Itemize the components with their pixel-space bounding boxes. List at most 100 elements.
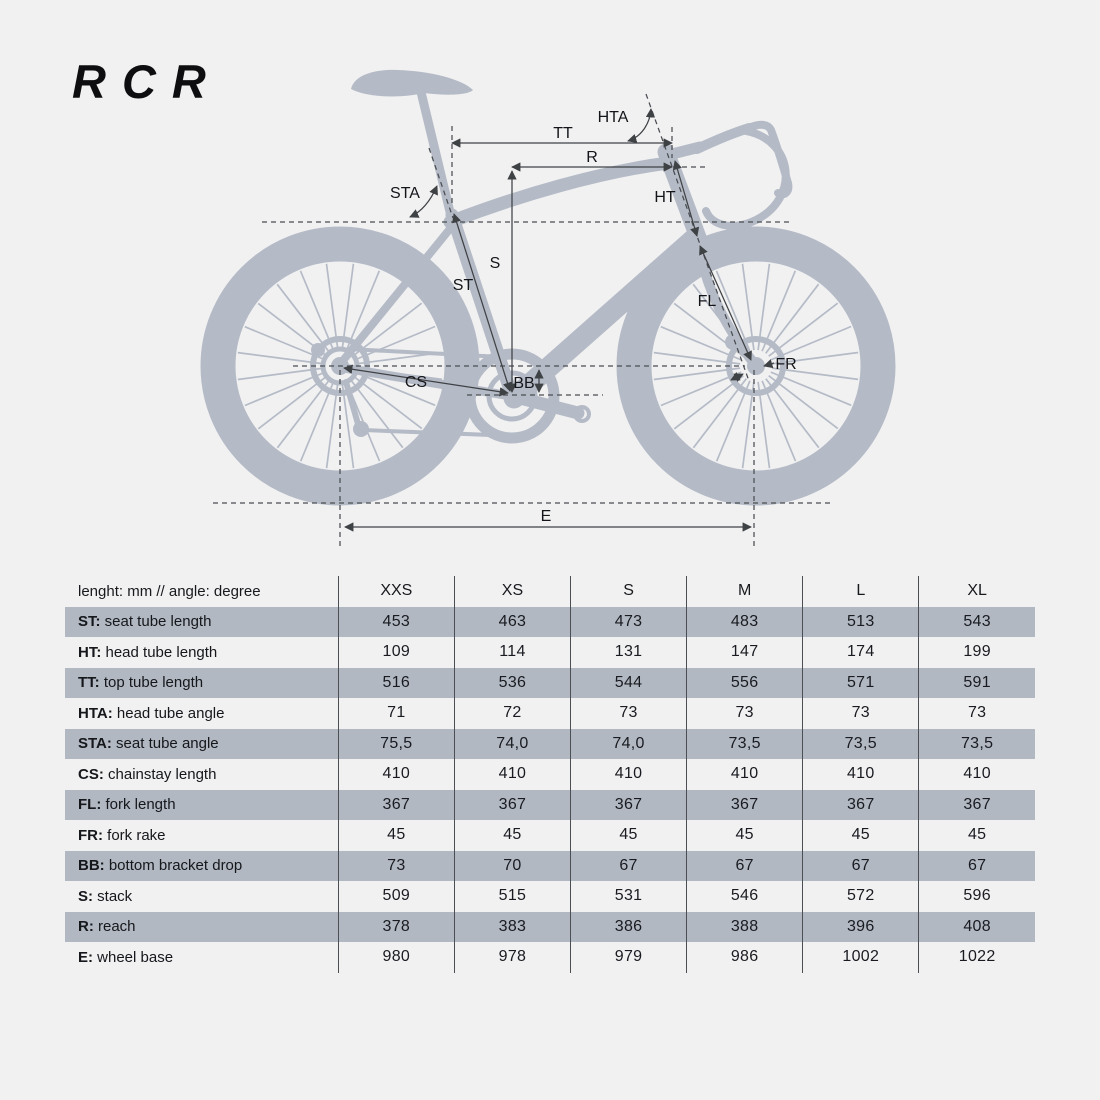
value-cell: 483 [686,606,803,637]
value-cell: 410 [453,759,571,790]
label-fork-length: FL [698,293,717,310]
size-header: XL [918,576,1035,607]
row-label: TT: top tube length [65,667,339,698]
row-description: top tube length [99,674,204,692]
value-cell: 513 [802,606,919,637]
label-seat-tube: ST [453,277,474,294]
value-cell: 410 [918,759,1035,790]
size-header: L [802,576,919,607]
geometry-diagram: HTA TT R STA HT S ST FL FR BB CS E [200,69,896,546]
value-cell: 410 [802,759,919,790]
label-top-tube: TT [553,125,573,142]
label-chainstay: CS [405,374,427,391]
label-fork-rake: FR [775,356,796,373]
value-cell: 45 [453,820,571,851]
row-abbr: HTA: [78,704,113,722]
value-cell: 114 [453,637,571,668]
table-row: ST: seat tube length 453 463 473 483 513 543 [65,606,1035,637]
row-abbr: ST: [78,613,101,631]
table-header-row: lenght: mm // angle: degree XXS XS S M L XL [65,576,1035,607]
value-cell: 979 [569,942,687,973]
label-bb-drop: BB [513,375,534,392]
label-stack: S [490,255,501,272]
value-cell: 75,5 [337,728,455,759]
value-cell: 978 [453,942,571,973]
row-description: seat tube angle [111,735,219,753]
row-abbr: CS: [78,765,104,783]
unit-note: lenght: mm // angle: degree [78,582,261,600]
value-cell: 410 [569,759,687,790]
dim-fork-rake-pointer [763,359,775,369]
dim-fork-length [699,245,752,361]
value-cell: 1002 [802,942,919,973]
dim-chainstay [343,364,509,397]
value-cell: 67 [686,850,803,881]
value-cell: 986 [686,942,803,973]
size-header: XS [453,576,571,607]
value-cell: 571 [802,667,919,698]
value-cell: 388 [686,911,803,942]
geometry-table: lenght: mm // angle: degree XXS XS S M L XL S… [65,576,1035,973]
row-label: HT: head tube length [65,637,338,668]
dimension-lines [343,108,775,532]
value-cell: 109 [337,637,455,668]
value-cell: 367 [686,789,803,820]
dim-seat-tube [452,213,512,392]
value-cell: 591 [918,667,1035,698]
table-row: FR: fork rake 45 45 45 45 45 45 [65,820,1035,851]
value-cell: 67 [802,850,919,881]
value-cell: 596 [918,881,1035,912]
value-cell: 73,5 [918,728,1035,759]
value-cell: 67 [569,850,687,881]
value-cell: 515 [453,881,571,912]
row-label: E: wheel base [65,942,338,973]
row-description: reach [93,918,136,936]
row-abbr: E: [78,948,93,966]
measurement-labels: HTA TT R STA HT S ST FL FR BB CS E [390,109,797,525]
value-cell: 70 [453,850,571,881]
value-cell: 378 [337,911,455,942]
label-seat-tube-angle: STA [390,185,420,202]
row-description: fork rake [103,826,166,844]
value-cell: 516 [337,667,455,698]
label-head-tube: HT [654,189,676,206]
value-cell: 73 [802,698,919,729]
value-cell: 543 [918,606,1035,637]
value-cell: 45 [686,820,803,851]
value-cell: 199 [918,637,1035,668]
table-row: S: stack 509 515 531 546 572 596 [65,881,1035,912]
value-cell: 73 [686,698,803,729]
table-row: STA: seat tube angle 75,5 74,0 74,0 73,5 73,5… [65,728,1035,759]
table-row: R: reach 378 383 386 388 396 408 [65,911,1035,942]
row-abbr: FL: [78,796,102,814]
table-row: HT: head tube length 109 114 131 147 174 199 [65,637,1035,668]
row-label: R: reach [65,911,339,942]
value-cell: 1022 [918,942,1035,973]
row-description: bottom bracket drop [104,857,243,875]
row-description: head tube length [101,643,218,661]
row-label: STA: seat tube angle [65,728,339,759]
value-cell: 367 [802,789,919,820]
row-abbr: STA: [78,735,112,753]
value-cell: 383 [453,911,571,942]
value-cell: 73,5 [686,728,803,759]
value-cell: 367 [569,789,687,820]
value-cell: 556 [686,667,803,698]
cockpit-and-saddle [351,69,793,230]
value-cell: 73 [918,698,1035,729]
table-row: FL: fork length 367 367 367 367 367 367 [65,789,1035,820]
dim-head-tube [672,160,700,237]
table-row: HTA: head tube angle 71 72 73 73 73 73 [65,698,1035,729]
row-label: CS: chainstay length [65,759,338,790]
row-abbr: FR: [78,826,103,844]
row-label: ST: seat tube length [65,606,339,637]
table-row: CS: chainstay length 410 410 410 410 410 410 [65,759,1035,790]
value-cell: 536 [453,667,571,698]
value-cell: 147 [686,637,803,668]
row-label: HTA: head tube angle [65,698,338,729]
row-abbr: HT: [78,643,102,661]
table-row: BB: bottom bracket drop 73 70 67 67 67 67 [65,850,1035,881]
value-cell: 531 [569,881,687,912]
row-abbr: R: [78,918,94,936]
